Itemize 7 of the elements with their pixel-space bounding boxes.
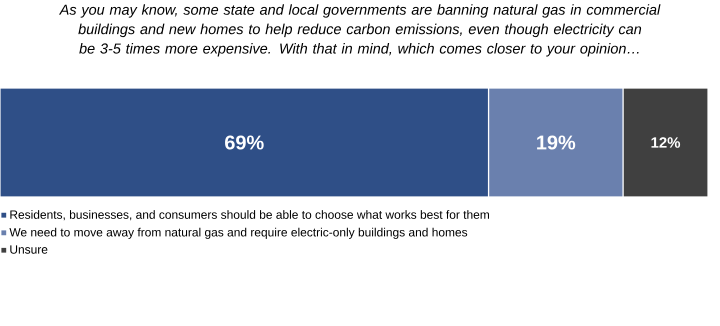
data-label: 19% <box>537 135 576 150</box>
legend-label: Unsure <box>10 245 48 254</box>
chart-title: As you may know, some state and local governments are banning natural gas in commercial buildings and new homes to help reduce carbon emissions, even though electricity can be 3-5 times more expensive. With that in mind, which comes closer to your opinion… <box>58 4 661 57</box>
data-label: 69% <box>225 135 264 150</box>
data-label: 12% <box>652 137 680 148</box>
legend-label: We need to move away from natural gas and require electric-only buildings and homes <box>9 228 468 239</box>
legend-label: Residents, businesses, and consumers should be able to choose what works best for them <box>10 210 489 220</box>
